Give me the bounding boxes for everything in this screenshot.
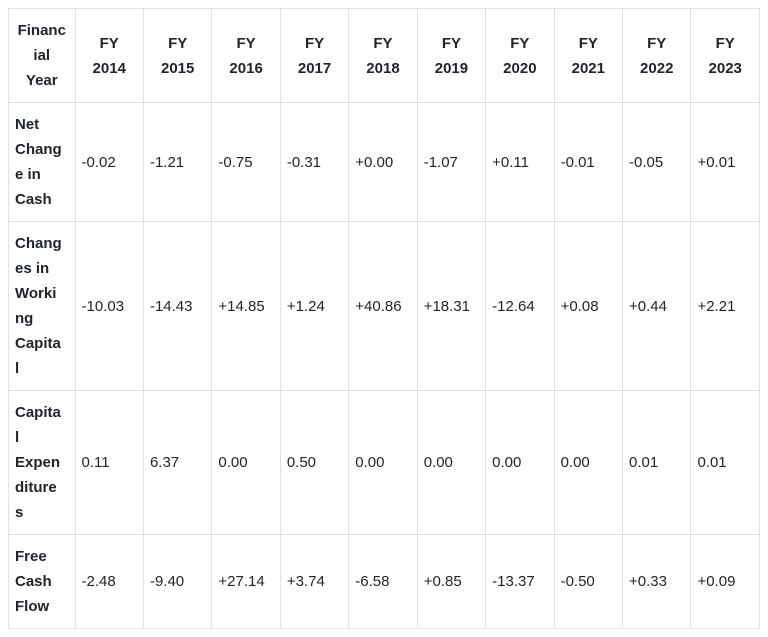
- value-cell: 0.00: [211, 390, 281, 535]
- value-cell: -2.48: [74, 534, 144, 629]
- value-cell: -14.43: [142, 221, 213, 391]
- table-header: Financ ial Year FY 2014 FY 2015 FY 2016 FY …: [8, 8, 760, 103]
- value-cell: +2.21: [690, 221, 760, 391]
- row-header-title: Financ ial Year: [8, 8, 76, 103]
- year-column-header: FY 2015: [142, 8, 213, 103]
- value-cell: -1.21: [142, 102, 213, 222]
- value-cell: +0.33: [622, 534, 692, 629]
- value-cell: -12.64: [485, 221, 555, 391]
- row-label: Chang es in Worki ng Capita l: [8, 221, 76, 391]
- value-cell: 0.11: [74, 390, 144, 535]
- value-cell: -13.37: [485, 534, 555, 629]
- value-cell: +0.09: [690, 534, 760, 629]
- value-cell: -1.07: [416, 102, 487, 222]
- value-cell: -0.05: [622, 102, 692, 222]
- year-column-header: FY 2021: [553, 8, 624, 103]
- financial-data-table: Financ ial Year FY 2014 FY 2015 FY 2016 FY …: [8, 8, 760, 629]
- year-column-header: FY 2023: [690, 8, 760, 103]
- value-cell: 0.00: [348, 390, 418, 535]
- year-column-header: FY 2014: [74, 8, 144, 103]
- value-cell: +0.85: [416, 534, 487, 629]
- value-cell: 0.00: [553, 390, 624, 535]
- table-body: Net Chang e in Cash -0.02 -1.21 -0.75 -0.31 +…: [8, 102, 760, 629]
- value-cell: +0.01: [690, 102, 760, 222]
- value-cell: -6.58: [348, 534, 418, 629]
- year-column-header: FY 2022: [622, 8, 692, 103]
- value-cell: 0.00: [485, 390, 555, 535]
- value-cell: +3.74: [279, 534, 350, 629]
- value-cell: 0.50: [279, 390, 350, 535]
- row-label: Free Cash Flow: [8, 534, 76, 629]
- value-cell: -0.31: [279, 102, 350, 222]
- value-cell: 0.00: [416, 390, 487, 535]
- year-column-header: FY 2019: [416, 8, 487, 103]
- row-label: Capita l Expen diture s: [8, 390, 76, 535]
- year-column-header: FY 2020: [485, 8, 555, 103]
- value-cell: -9.40: [142, 534, 213, 629]
- year-column-header: FY 2017: [279, 8, 350, 103]
- value-cell: +40.86: [348, 221, 418, 391]
- table-row: Capita l Expen diture s 0.11 6.37 0.00 0.50 0…: [8, 390, 760, 535]
- year-column-header: FY 2016: [211, 8, 281, 103]
- value-cell: -0.75: [211, 102, 281, 222]
- value-cell: -10.03: [74, 221, 144, 391]
- table-row: Net Chang e in Cash -0.02 -1.21 -0.75 -0.31 +…: [8, 102, 760, 222]
- value-cell: +0.11: [485, 102, 555, 222]
- value-cell: +0.00: [348, 102, 418, 222]
- value-cell: 0.01: [622, 390, 692, 535]
- value-cell: +18.31: [416, 221, 487, 391]
- year-column-header: FY 2018: [348, 8, 418, 103]
- value-cell: +14.85: [211, 221, 281, 391]
- value-cell: 6.37: [142, 390, 213, 535]
- value-cell: -0.50: [553, 534, 624, 629]
- value-cell: -0.02: [74, 102, 144, 222]
- value-cell: +0.44: [622, 221, 692, 391]
- value-cell: +0.08: [553, 221, 624, 391]
- row-label: Net Chang e in Cash: [8, 102, 76, 222]
- header-row: Financ ial Year FY 2014 FY 2015 FY 2016 FY …: [8, 8, 760, 103]
- value-cell: +27.14: [211, 534, 281, 629]
- value-cell: +1.24: [279, 221, 350, 391]
- value-cell: 0.01: [690, 390, 760, 535]
- value-cell: -0.01: [553, 102, 624, 222]
- table-row: Free Cash Flow -2.48 -9.40 +27.14 +3.74 -6.58…: [8, 534, 760, 629]
- table-row: Chang es in Worki ng Capita l -10.03 -14.4…: [8, 221, 760, 391]
